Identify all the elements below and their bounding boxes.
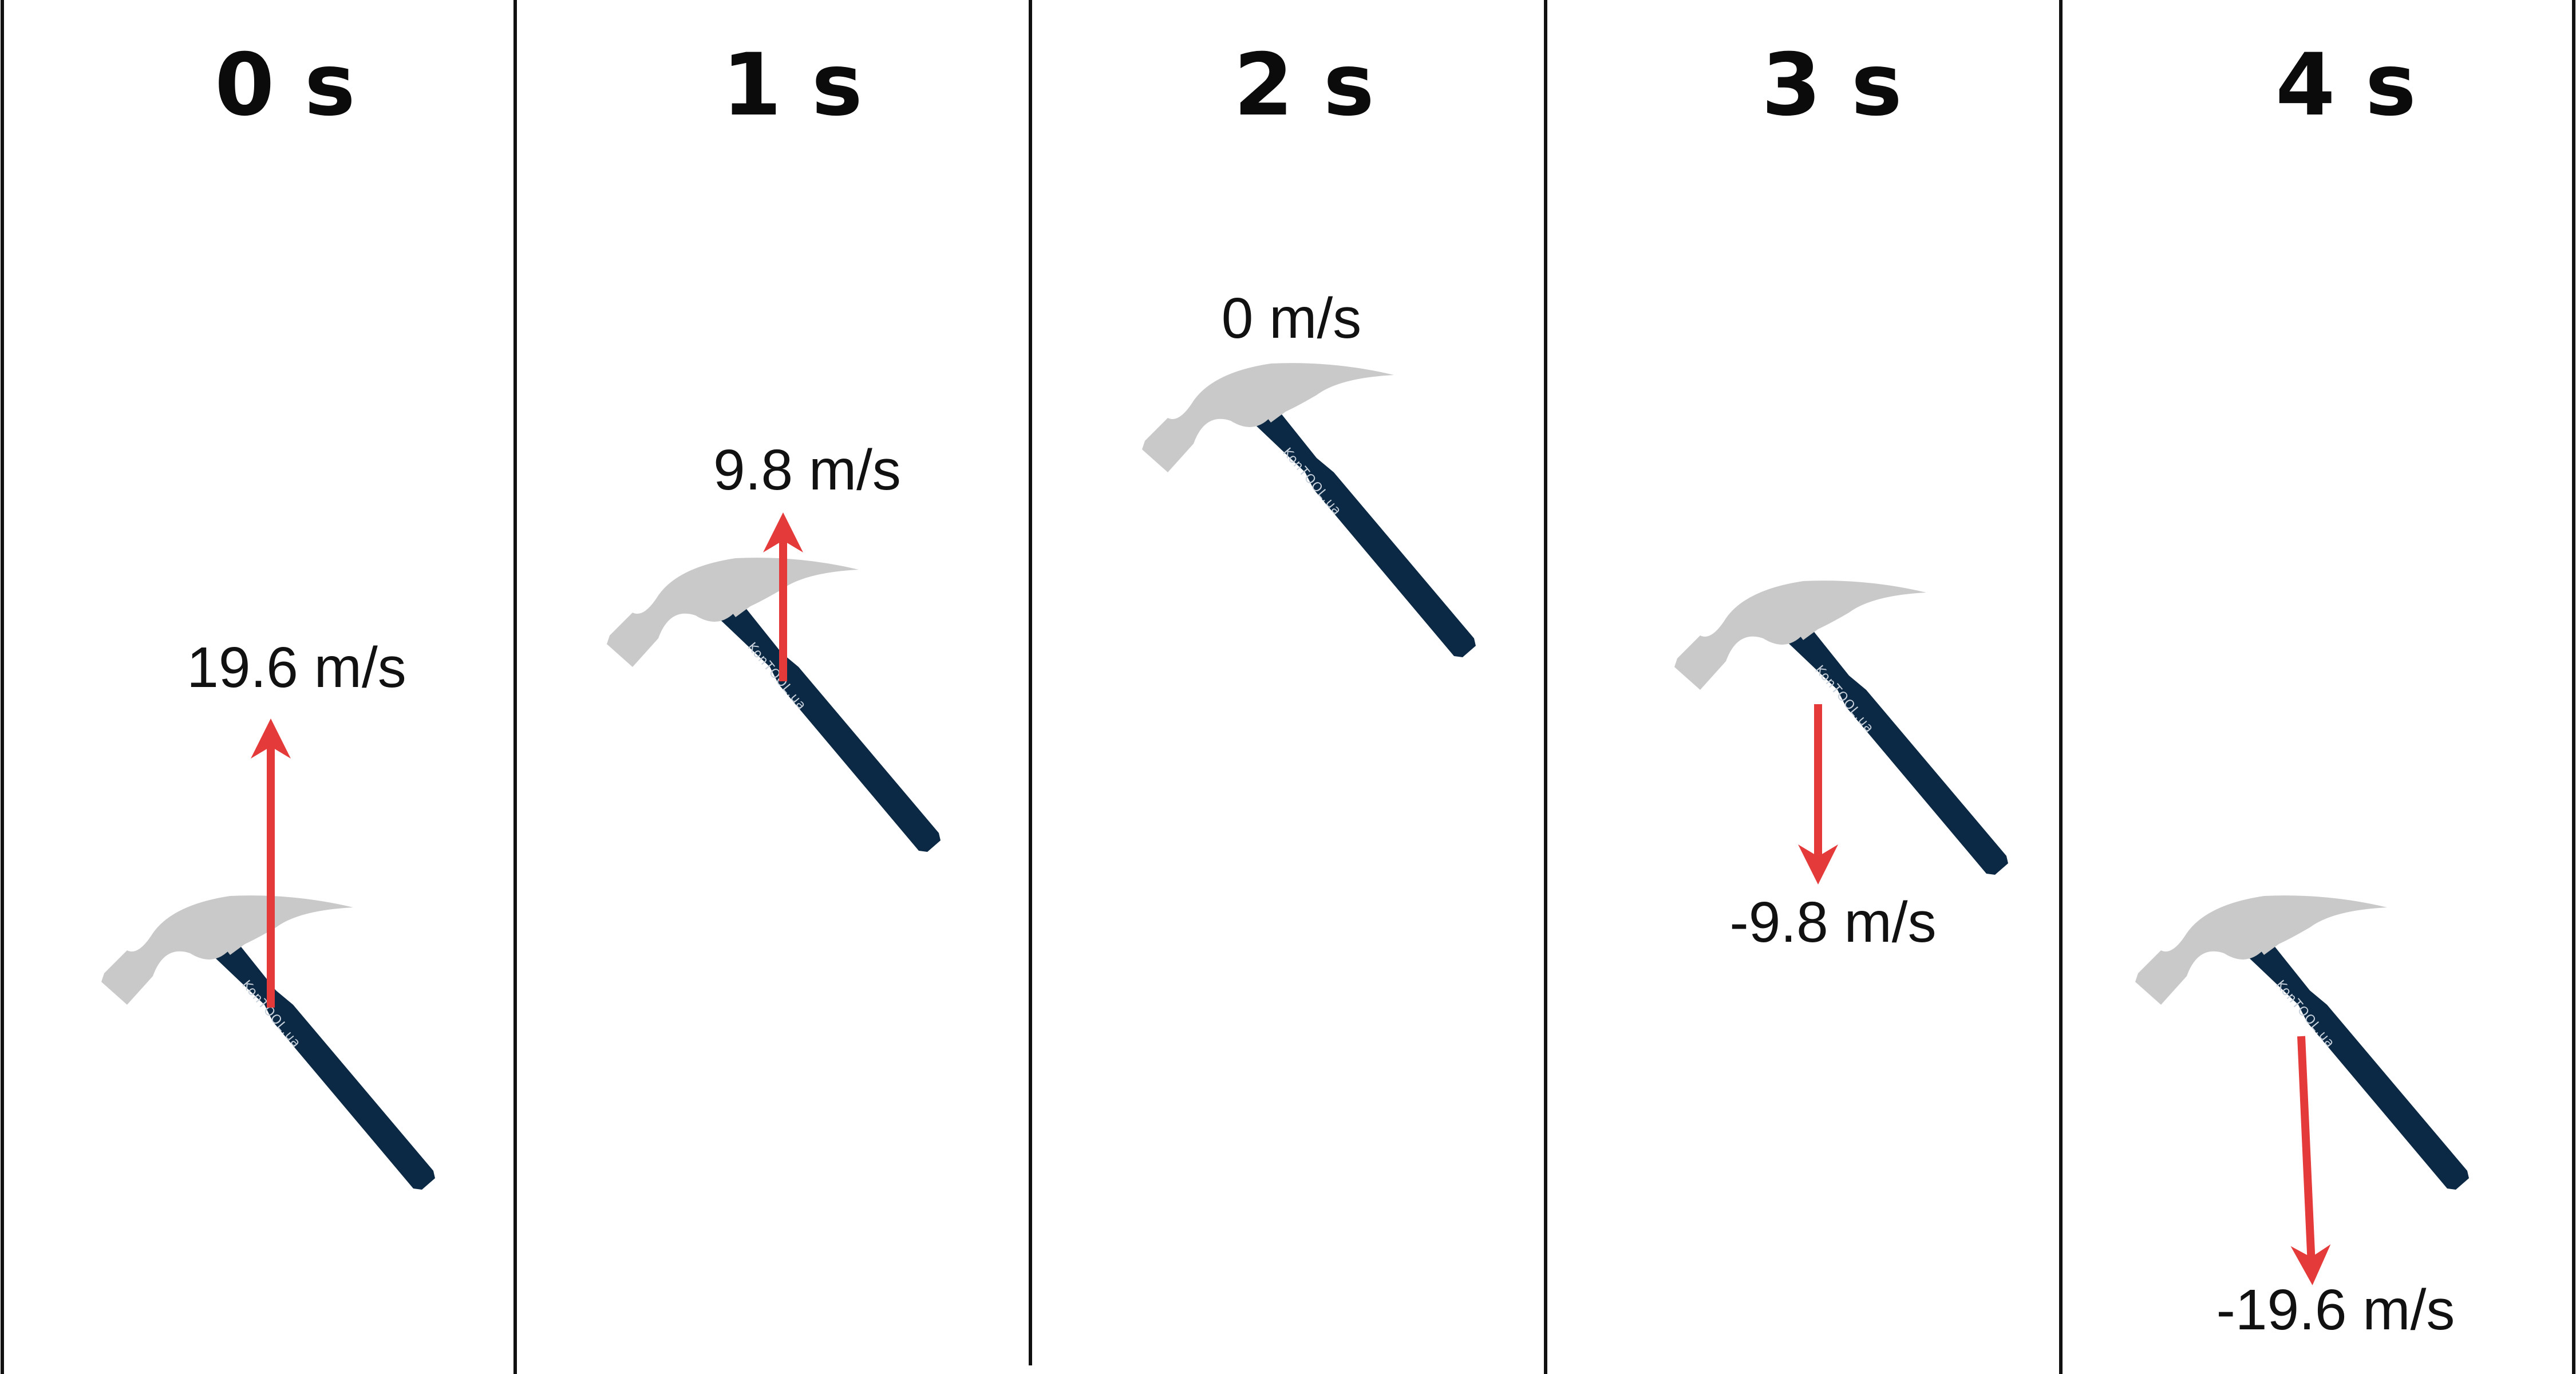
time-label-0: 0 s [215, 35, 355, 135]
time-label-1: 1 s [722, 35, 863, 135]
velocity-arrow-4 [2290, 1036, 2331, 1285]
time-labels: 0 s 1 s 2 s 3 s 4 s [215, 35, 2416, 135]
velocity-label-4: -19.6 m/s [2217, 1278, 2455, 1342]
velocity-labels: 19.6 m/s 9.8 m/s 0 m/s -9.8 m/s -19.6 m/… [187, 286, 2455, 1342]
velocity-arrows [251, 512, 2331, 1285]
velocity-label-0: 19.6 m/s [187, 635, 406, 700]
velocity-label-3: -9.8 m/s [1729, 890, 1936, 954]
time-label-3: 3 s [1761, 35, 1902, 135]
hammer-icon: KonTOOL.ua [607, 558, 941, 852]
velocity-label-1: 9.8 m/s [713, 438, 901, 502]
velocity-label-2: 0 m/s [1222, 286, 1361, 350]
time-label-4: 4 s [2275, 35, 2416, 135]
hammer-icon: KonTOOL.ua [1674, 581, 2008, 875]
hammers: KonTOOL.ua KonTOOL.ua KonTOOL.ua KonTOOL… [101, 363, 2469, 1190]
hammer-icon: KonTOOL.ua [1142, 363, 1476, 657]
time-label-2: 2 s [1234, 35, 1374, 135]
